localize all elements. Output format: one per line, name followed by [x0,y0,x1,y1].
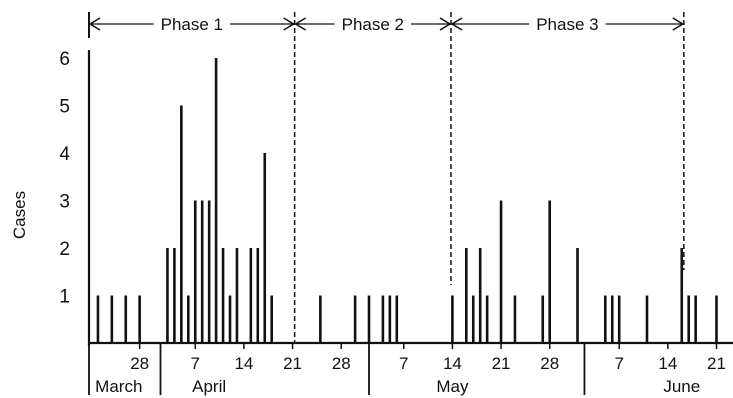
y-tick-label: 4 [59,144,70,165]
x-tick-label: 7 [614,354,623,373]
phase-label-1: Phase 1 [161,15,223,34]
x-tick-label: 14 [443,354,462,373]
x-axis: 28 7 14 21 28 7 14 21 28 7 14 21 March April May June [88,341,733,396]
phase-annotations: Phase 1 Phase 2 Phase 3 [88,12,685,343]
phase-label-3: Phase 3 [536,15,598,34]
month-label: March [95,377,142,396]
phase-label-2: Phase 2 [342,15,404,34]
phase-arrowhead-left-3 [450,17,463,31]
y-tick-label: 5 [59,97,70,118]
phase-arrowhead-left-2 [294,17,307,31]
phase-arrowhead-right-3 [672,17,685,31]
x-tick-label: 21 [707,354,726,373]
y-axis-label: Cases [10,191,29,239]
phase-arrowhead-right-2 [439,17,452,31]
x-tick-label: 28 [332,354,351,373]
month-label: June [663,377,700,396]
x-tick-label: 28 [130,354,149,373]
x-tick-label: 7 [399,354,408,373]
y-tick-label: 3 [59,192,70,213]
bars [96,58,718,343]
x-tick-label: 21 [492,354,511,373]
phase-arrowhead-left-1 [88,17,101,31]
month-label: May [436,377,469,396]
phase-arrowhead-right-1 [283,17,296,31]
x-tick-label: 14 [234,354,253,373]
y-tick-label: 2 [59,239,70,260]
x-tick-label: 28 [540,354,559,373]
x-tick-label: 7 [191,354,200,373]
y-tick-label: 1 [59,287,70,308]
month-label: April [192,377,226,396]
x-tick-label: 21 [283,354,302,373]
y-tick-label: 6 [59,49,70,70]
x-tick-label: 14 [658,354,677,373]
y-axis: Cases 1 2 3 4 5 6 [10,49,91,346]
